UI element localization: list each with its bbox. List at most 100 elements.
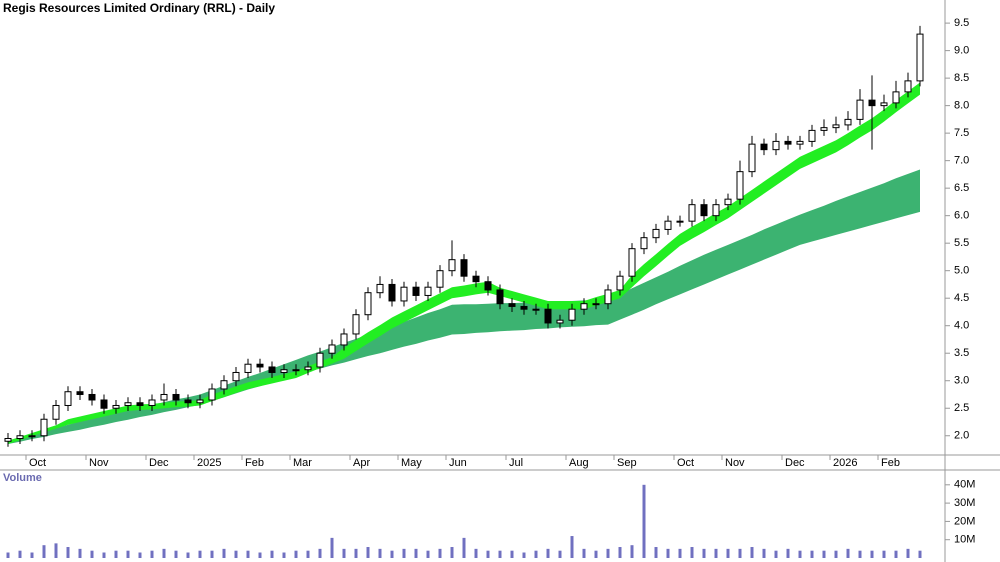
candle-body <box>232 371 240 382</box>
volume-bar <box>90 550 94 558</box>
candle-body <box>544 308 552 324</box>
candle-body <box>496 289 504 305</box>
band <box>8 169 920 444</box>
volume-bar <box>138 552 142 558</box>
x-tick-label: 2026 <box>833 457 857 469</box>
volume-bar <box>798 550 802 558</box>
candle-body <box>448 259 456 272</box>
candle-body <box>400 286 408 302</box>
candle-body <box>520 305 528 310</box>
volume-bar <box>654 547 658 558</box>
volume-bar <box>714 548 718 558</box>
candle-body <box>352 314 360 335</box>
y-tick-label: 8.5 <box>954 72 969 84</box>
volume-bar <box>66 547 70 558</box>
candle-body <box>172 393 180 401</box>
candle-body <box>808 129 816 142</box>
volume-bar <box>282 552 286 558</box>
volume-bar <box>618 547 622 558</box>
volume-bar <box>750 547 754 558</box>
y-tick-label: 6.0 <box>954 210 969 222</box>
volume-bar <box>630 545 634 558</box>
volume-bar <box>54 543 58 558</box>
volume-bar <box>198 550 202 558</box>
volume-bar <box>186 552 190 558</box>
x-tick-label: 2025 <box>197 457 221 469</box>
y-tick-label: 7.5 <box>954 127 969 139</box>
volume-bar <box>642 484 646 558</box>
y-tick-label: 5.0 <box>954 265 969 277</box>
candle-body <box>388 283 396 302</box>
x-tick-label: Sep <box>617 457 637 469</box>
volume-bar <box>486 550 490 558</box>
volume-bar <box>570 536 574 558</box>
y-tick-label: 3.0 <box>954 375 969 387</box>
x-tick-label: Apr <box>353 457 370 469</box>
candle-body <box>280 369 288 373</box>
volume-bar <box>810 550 814 558</box>
volume-bar <box>414 548 418 558</box>
candle-body <box>256 363 264 368</box>
candle-body <box>64 391 72 406</box>
volume-bar <box>378 548 382 558</box>
candle-body <box>112 404 120 409</box>
candle-body <box>856 99 864 120</box>
volume-bar <box>162 548 166 558</box>
volume-bar <box>234 550 238 558</box>
candle-body <box>4 437 12 442</box>
candle-body <box>904 80 912 93</box>
volume-bar <box>6 552 10 558</box>
candle-body <box>868 99 876 107</box>
candle-body <box>604 289 612 305</box>
candle-body <box>748 143 756 173</box>
candle-body <box>364 292 372 316</box>
candle-body <box>772 140 780 151</box>
candle-body <box>592 303 600 306</box>
candle-body <box>508 303 516 307</box>
volume-bar <box>870 550 874 558</box>
y-tick-label: 9.0 <box>954 45 969 57</box>
volume-bar <box>858 550 862 558</box>
volume-bar <box>294 550 298 558</box>
volume-bar <box>246 550 250 558</box>
candle-body <box>244 363 252 373</box>
candle-body <box>628 248 636 277</box>
candle-body <box>196 399 204 404</box>
candle-body <box>580 303 588 310</box>
y-tick-label: 4.5 <box>954 292 969 304</box>
candle-body <box>340 333 348 346</box>
volume-bar <box>354 548 358 558</box>
volume-bar <box>726 548 730 558</box>
volume-bar <box>534 550 538 558</box>
x-tick-label: May <box>401 457 422 469</box>
volume-bar <box>522 552 526 558</box>
volume-bar <box>546 548 550 558</box>
volume-bar <box>366 547 370 558</box>
volume-bar <box>846 548 850 558</box>
candle-body <box>136 402 144 406</box>
volume-bar <box>114 550 118 558</box>
candle-body <box>424 286 432 296</box>
volume-bar <box>498 550 502 558</box>
volume-bar <box>150 550 154 558</box>
candle-body <box>700 204 708 217</box>
volume-bar <box>174 550 178 558</box>
candle-body <box>304 366 312 371</box>
candle-body <box>880 102 888 107</box>
volume-title: Volume <box>3 472 42 484</box>
candle-body <box>148 399 156 406</box>
candle-body <box>316 352 324 368</box>
candle-body <box>640 237 648 250</box>
candle-body <box>760 143 768 151</box>
candle-body <box>712 204 720 217</box>
chart-title: Regis Resources Limited Ordinary (RRL) -… <box>3 1 275 15</box>
y-tick-label: 30M <box>954 497 975 509</box>
volume-bar <box>402 548 406 558</box>
candle-body <box>472 275 480 283</box>
volume-bar <box>558 550 562 558</box>
candle-body <box>664 220 672 230</box>
volume-bar <box>126 550 130 558</box>
volume-bar <box>30 552 34 558</box>
